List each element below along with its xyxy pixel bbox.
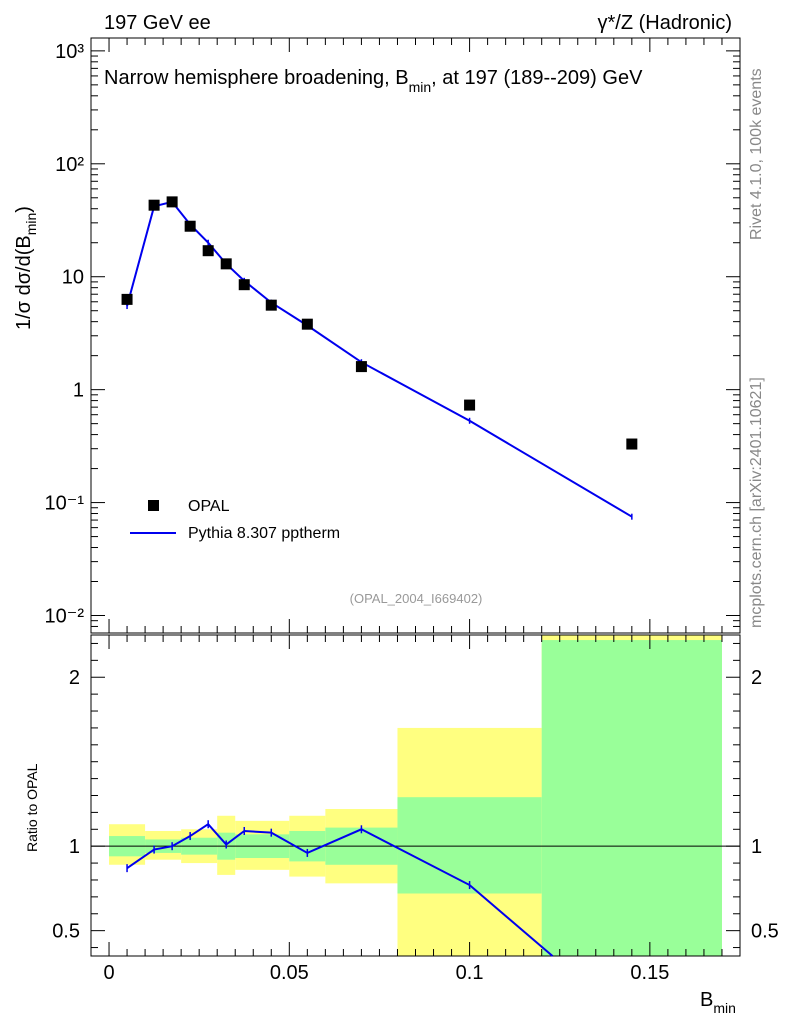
x-axis-label-main: B	[700, 989, 713, 1011]
energy-label: 197 GeV ee	[104, 12, 211, 34]
opal-data-point	[238, 279, 250, 291]
main-y-axis-label-text: 1/σ dσ/d(B	[13, 235, 35, 330]
main-y-axis-label: 1/σ dσ/d(Bmin)	[13, 206, 39, 330]
x-tick-label: 0.1	[456, 962, 484, 984]
opal-data-point	[464, 399, 476, 411]
x-tick-label: 0.15	[630, 962, 669, 984]
main-y-tick-label: 10⁻¹	[45, 493, 85, 515]
main-title: Narrow hemisphere broadening, Bmin, at 1…	[104, 67, 643, 95]
ratio-band-green	[541, 640, 722, 956]
legend: OPAL Pythia 8.307 pptherm	[130, 498, 340, 542]
watermark: (OPAL_2004_I669402)	[350, 591, 483, 606]
legend-opal-marker	[148, 500, 159, 511]
ratio-y-tick-label-left: 2	[69, 667, 80, 689]
opal-data-point	[626, 438, 638, 450]
opal-data-point	[148, 199, 160, 211]
main-y-tick-label: 10⁻²	[45, 606, 85, 628]
x-tick-label: 0.05	[270, 962, 309, 984]
x-tick-label: 0	[103, 962, 114, 984]
opal-data-point	[355, 361, 367, 373]
rivet-label: Rivet 4.1.0, 100k events	[748, 68, 765, 240]
ratio-y-tick-label-left: 0.5	[52, 921, 80, 943]
main-y-axis-label-close: )	[13, 206, 35, 213]
ratio-band-green	[397, 797, 542, 894]
main-y-axis-label-sub: min	[23, 213, 39, 236]
opal-data-point	[166, 196, 178, 208]
ratio-y-axis-label: Ratio to OPAL	[24, 763, 40, 852]
x-axis-label-sub: min	[713, 1000, 736, 1016]
dynamic-marks: 10⁻² 10⁻¹ 1 10 10² 10³ 0 0.05 0.1 0.15 0.5 0.5 1 1 2 2	[45, 37, 779, 984]
opal-data-point	[265, 299, 277, 311]
opal-data-point	[121, 293, 133, 305]
ratio-y-tick-label-left: 1	[69, 836, 80, 858]
opal-data-point	[301, 318, 313, 330]
ratio-line	[126, 822, 554, 957]
process-label: γ*/Z (Hadronic)	[598, 12, 732, 34]
main-y-tick-label: 10³	[55, 41, 84, 63]
main-y-tick-label: 10²	[55, 154, 84, 176]
opal-data-point	[184, 220, 196, 232]
main-y-tick-label: 10	[62, 267, 84, 289]
legend-opal-label: OPAL	[188, 498, 230, 515]
opal-data-point	[202, 245, 214, 257]
mcplots-label: mcplots.cern.ch [arXiv:2401.10621]	[748, 377, 765, 628]
ratio-y-tick-label-right: 0.5	[751, 921, 779, 943]
main-title-tail: , at 197 (189--209) GeV	[431, 67, 643, 89]
opal-data-point	[220, 258, 232, 270]
ratio-y-tick-label-right: 1	[751, 836, 762, 858]
ratio-y-tick-label-right: 2	[751, 667, 762, 689]
main-frame	[90, 37, 741, 634]
main-title-subscript: min	[409, 79, 432, 95]
main-title-text: Narrow hemisphere broadening, B	[104, 67, 409, 89]
main-y-tick-label: 1	[73, 380, 84, 402]
legend-pythia-label: Pythia 8.307 pptherm	[188, 525, 340, 542]
x-axis-label: Bmin	[700, 989, 736, 1016]
